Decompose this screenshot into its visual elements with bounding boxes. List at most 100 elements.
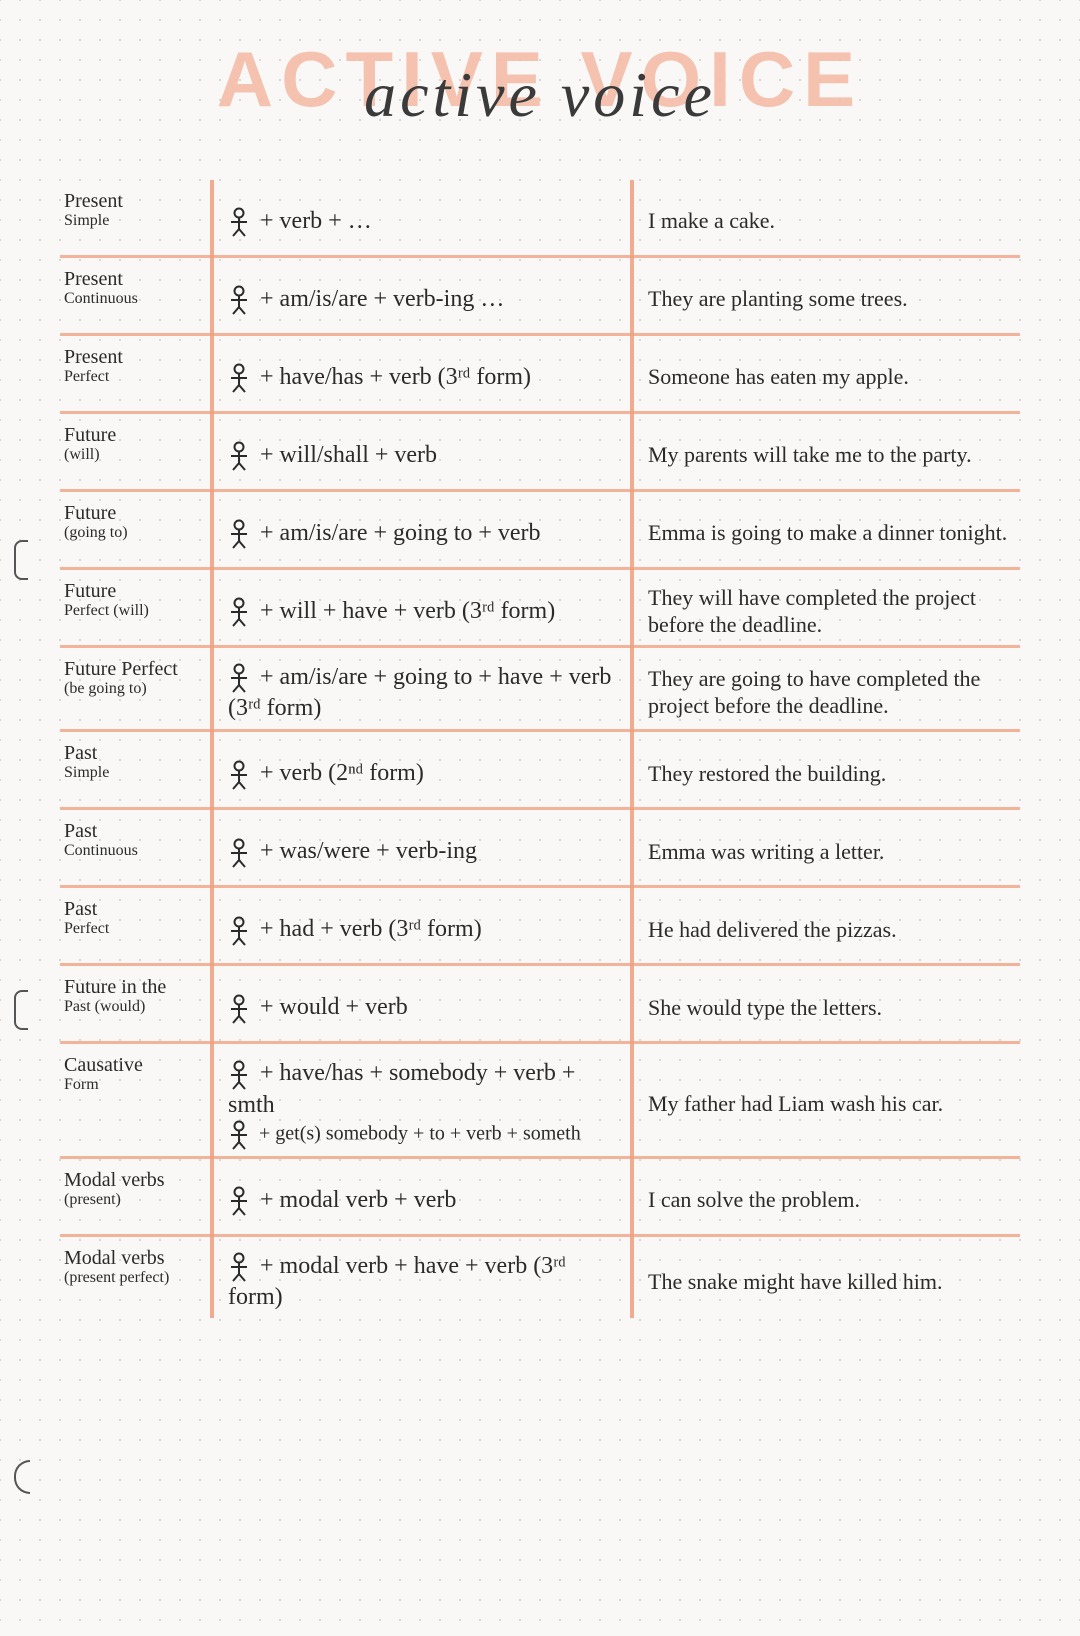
example-text: They are going to have completed the pro…	[648, 666, 1016, 719]
table-row: PastPerfect + had + verb (3ʳᵈ form) He ha…	[60, 888, 1020, 966]
formula-text: + will/shall + verb	[260, 442, 437, 468]
formula-text: + have/has + somebody + verb + smth	[228, 1060, 575, 1117]
formula-text: + had + verb (3ʳᵈ form)	[260, 916, 482, 942]
example-text: Someone has eaten my apple.	[648, 364, 1016, 390]
formula-cell: + had + verb (3ʳᵈ form)	[210, 888, 630, 963]
person-icon	[228, 286, 254, 312]
person-icon	[228, 1123, 254, 1145]
formula-text: + modal verb + verb	[260, 1187, 456, 1213]
tense-sub: Perfect (will)	[64, 602, 202, 620]
person-icon	[228, 760, 254, 786]
example-cell: Emma is going to make a dinner tonight.	[630, 492, 1020, 567]
formula-text: + am/is/are + going to + verb	[260, 520, 541, 546]
formula-cell: + have/has + verb (3ʳᵈ form)	[210, 336, 630, 411]
formula-cell: + verb (2ⁿᵈ form)	[210, 732, 630, 807]
tense-cell: PresentPerfect	[60, 336, 210, 411]
formula-text: + get(s) somebody + to + verb + someth	[259, 1123, 581, 1145]
example-text: I can solve the problem.	[648, 1187, 1016, 1213]
table-row: PresentContinuous + am/is/are + verb-ing…	[60, 258, 1020, 336]
example-cell: They are planting some trees.	[630, 258, 1020, 333]
formula-cell: + am/is/are + verb-ing …	[210, 258, 630, 333]
table-row: FuturePerfect (will) + will + have + ver…	[60, 570, 1020, 648]
table-row: PresentSimple + verb + … I make a cake.	[60, 180, 1020, 258]
tense-sub: (present)	[64, 1191, 202, 1209]
person-icon	[228, 1253, 254, 1279]
tense-sub: Past (would)	[64, 998, 202, 1016]
person-icon	[228, 664, 254, 690]
tense-name: Present	[64, 346, 123, 368]
tense-name: Future	[64, 424, 116, 446]
tense-sub: Perfect	[64, 920, 202, 938]
example-cell: My father had Liam wash his car.	[630, 1044, 1020, 1155]
tense-name: Past	[64, 898, 97, 920]
tense-cell: Future in thePast (would)	[60, 966, 210, 1041]
formula-cell: + modal verb + have + verb (3ʳᵈ form)	[210, 1237, 630, 1318]
formula-cell: + will + have + verb (3ʳᵈ form)	[210, 570, 630, 645]
example-text: They are planting some trees.	[648, 286, 1016, 312]
tense-cell: PresentSimple	[60, 180, 210, 255]
tense-name: Past	[64, 742, 97, 764]
tense-name: Present	[64, 268, 123, 290]
formula-text: + verb (2ⁿᵈ form)	[260, 760, 424, 786]
table-row: Future(going to) + am/is/are + going to …	[60, 492, 1020, 570]
tense-cell: Modal verbs(present)	[60, 1159, 210, 1234]
formula-text: + am/is/are + verb-ing …	[260, 286, 504, 312]
example-text: They restored the building.	[648, 761, 1016, 787]
tense-sub: Form	[64, 1076, 202, 1094]
tense-name: Causative	[64, 1054, 143, 1076]
table-row: Future(will) + will/shall + verbMy paren…	[60, 414, 1020, 492]
binder-hole	[14, 1460, 30, 1494]
tense-sub: (present perfect)	[64, 1269, 202, 1287]
column-divider	[630, 180, 634, 1318]
tense-name: Future	[64, 580, 116, 602]
person-icon	[228, 364, 254, 390]
example-cell: She would type the letters.	[630, 966, 1020, 1041]
table-row: Future Perfect(be going to) + am/is/are …	[60, 648, 1020, 732]
tense-cell: PastSimple	[60, 732, 210, 807]
formula-cell: + was/were + verb-ing	[210, 810, 630, 885]
person-icon	[228, 520, 254, 546]
example-cell: I can solve the problem.	[630, 1159, 1020, 1234]
binder-hole	[14, 540, 28, 580]
formula-cell: + am/is/are + going to + have + verb (3ʳ…	[210, 648, 630, 729]
tense-name: Future	[64, 502, 116, 524]
example-text: My father had Liam wash his car.	[648, 1091, 1016, 1117]
example-cell: They are going to have completed the pro…	[630, 648, 1020, 729]
formula-text: + would + verb	[260, 994, 408, 1020]
tense-sub: Perfect	[64, 368, 202, 386]
example-cell: My parents will take me to the party.	[630, 414, 1020, 489]
example-text: The snake might have killed him.	[648, 1269, 1016, 1295]
tense-name: Modal verbs	[64, 1247, 165, 1269]
example-text: My parents will take me to the party.	[648, 442, 1016, 468]
example-text: He had delivered the pizzas.	[648, 917, 1016, 943]
table-row: Modal verbs(present) + modal verb + verb…	[60, 1159, 1020, 1237]
example-cell: He had delivered the pizzas.	[630, 888, 1020, 963]
grammar-table: PresentSimple + verb + …I make a cake.Pr…	[60, 180, 1020, 1318]
example-cell: They restored the building.	[630, 732, 1020, 807]
formula-cell: + have/has + somebody + verb + smth + ge…	[210, 1044, 630, 1155]
formula-text: + am/is/are + going to + have + verb (3ʳ…	[228, 664, 611, 721]
tense-sub: (be going to)	[64, 680, 202, 698]
page-title: ACTIVE VOICE active voice	[90, 40, 990, 150]
tense-sub: (going to)	[64, 524, 202, 542]
person-icon	[228, 208, 254, 234]
example-cell: Someone has eaten my apple.	[630, 336, 1020, 411]
tense-name: Future in the	[64, 976, 166, 998]
tense-name: Past	[64, 820, 97, 842]
tense-sub: Continuous	[64, 842, 202, 860]
tense-cell: PresentContinuous	[60, 258, 210, 333]
tense-cell: PastContinuous	[60, 810, 210, 885]
column-divider	[210, 180, 214, 1318]
example-cell: They will have completed the project bef…	[630, 570, 1020, 645]
table-row: Future in thePast (would) + would + verb…	[60, 966, 1020, 1044]
formula-text: + was/were + verb-ing	[260, 838, 477, 864]
table-row: PresentPerfect + have/has + verb (3ʳᵈ fo…	[60, 336, 1020, 414]
example-text: I make a cake.	[648, 208, 1016, 234]
tense-name: Future Perfect	[64, 658, 178, 680]
table-row: PastContinuous + was/were + verb-ingEmma…	[60, 810, 1020, 888]
person-icon	[228, 838, 254, 864]
example-text: They will have completed the project bef…	[648, 585, 1016, 638]
table-row: CausativeForm + have/has + somebody + ve…	[60, 1044, 1020, 1158]
example-text: Emma is going to make a dinner tonight.	[648, 520, 1016, 546]
formula-text: + verb + …	[260, 208, 372, 234]
